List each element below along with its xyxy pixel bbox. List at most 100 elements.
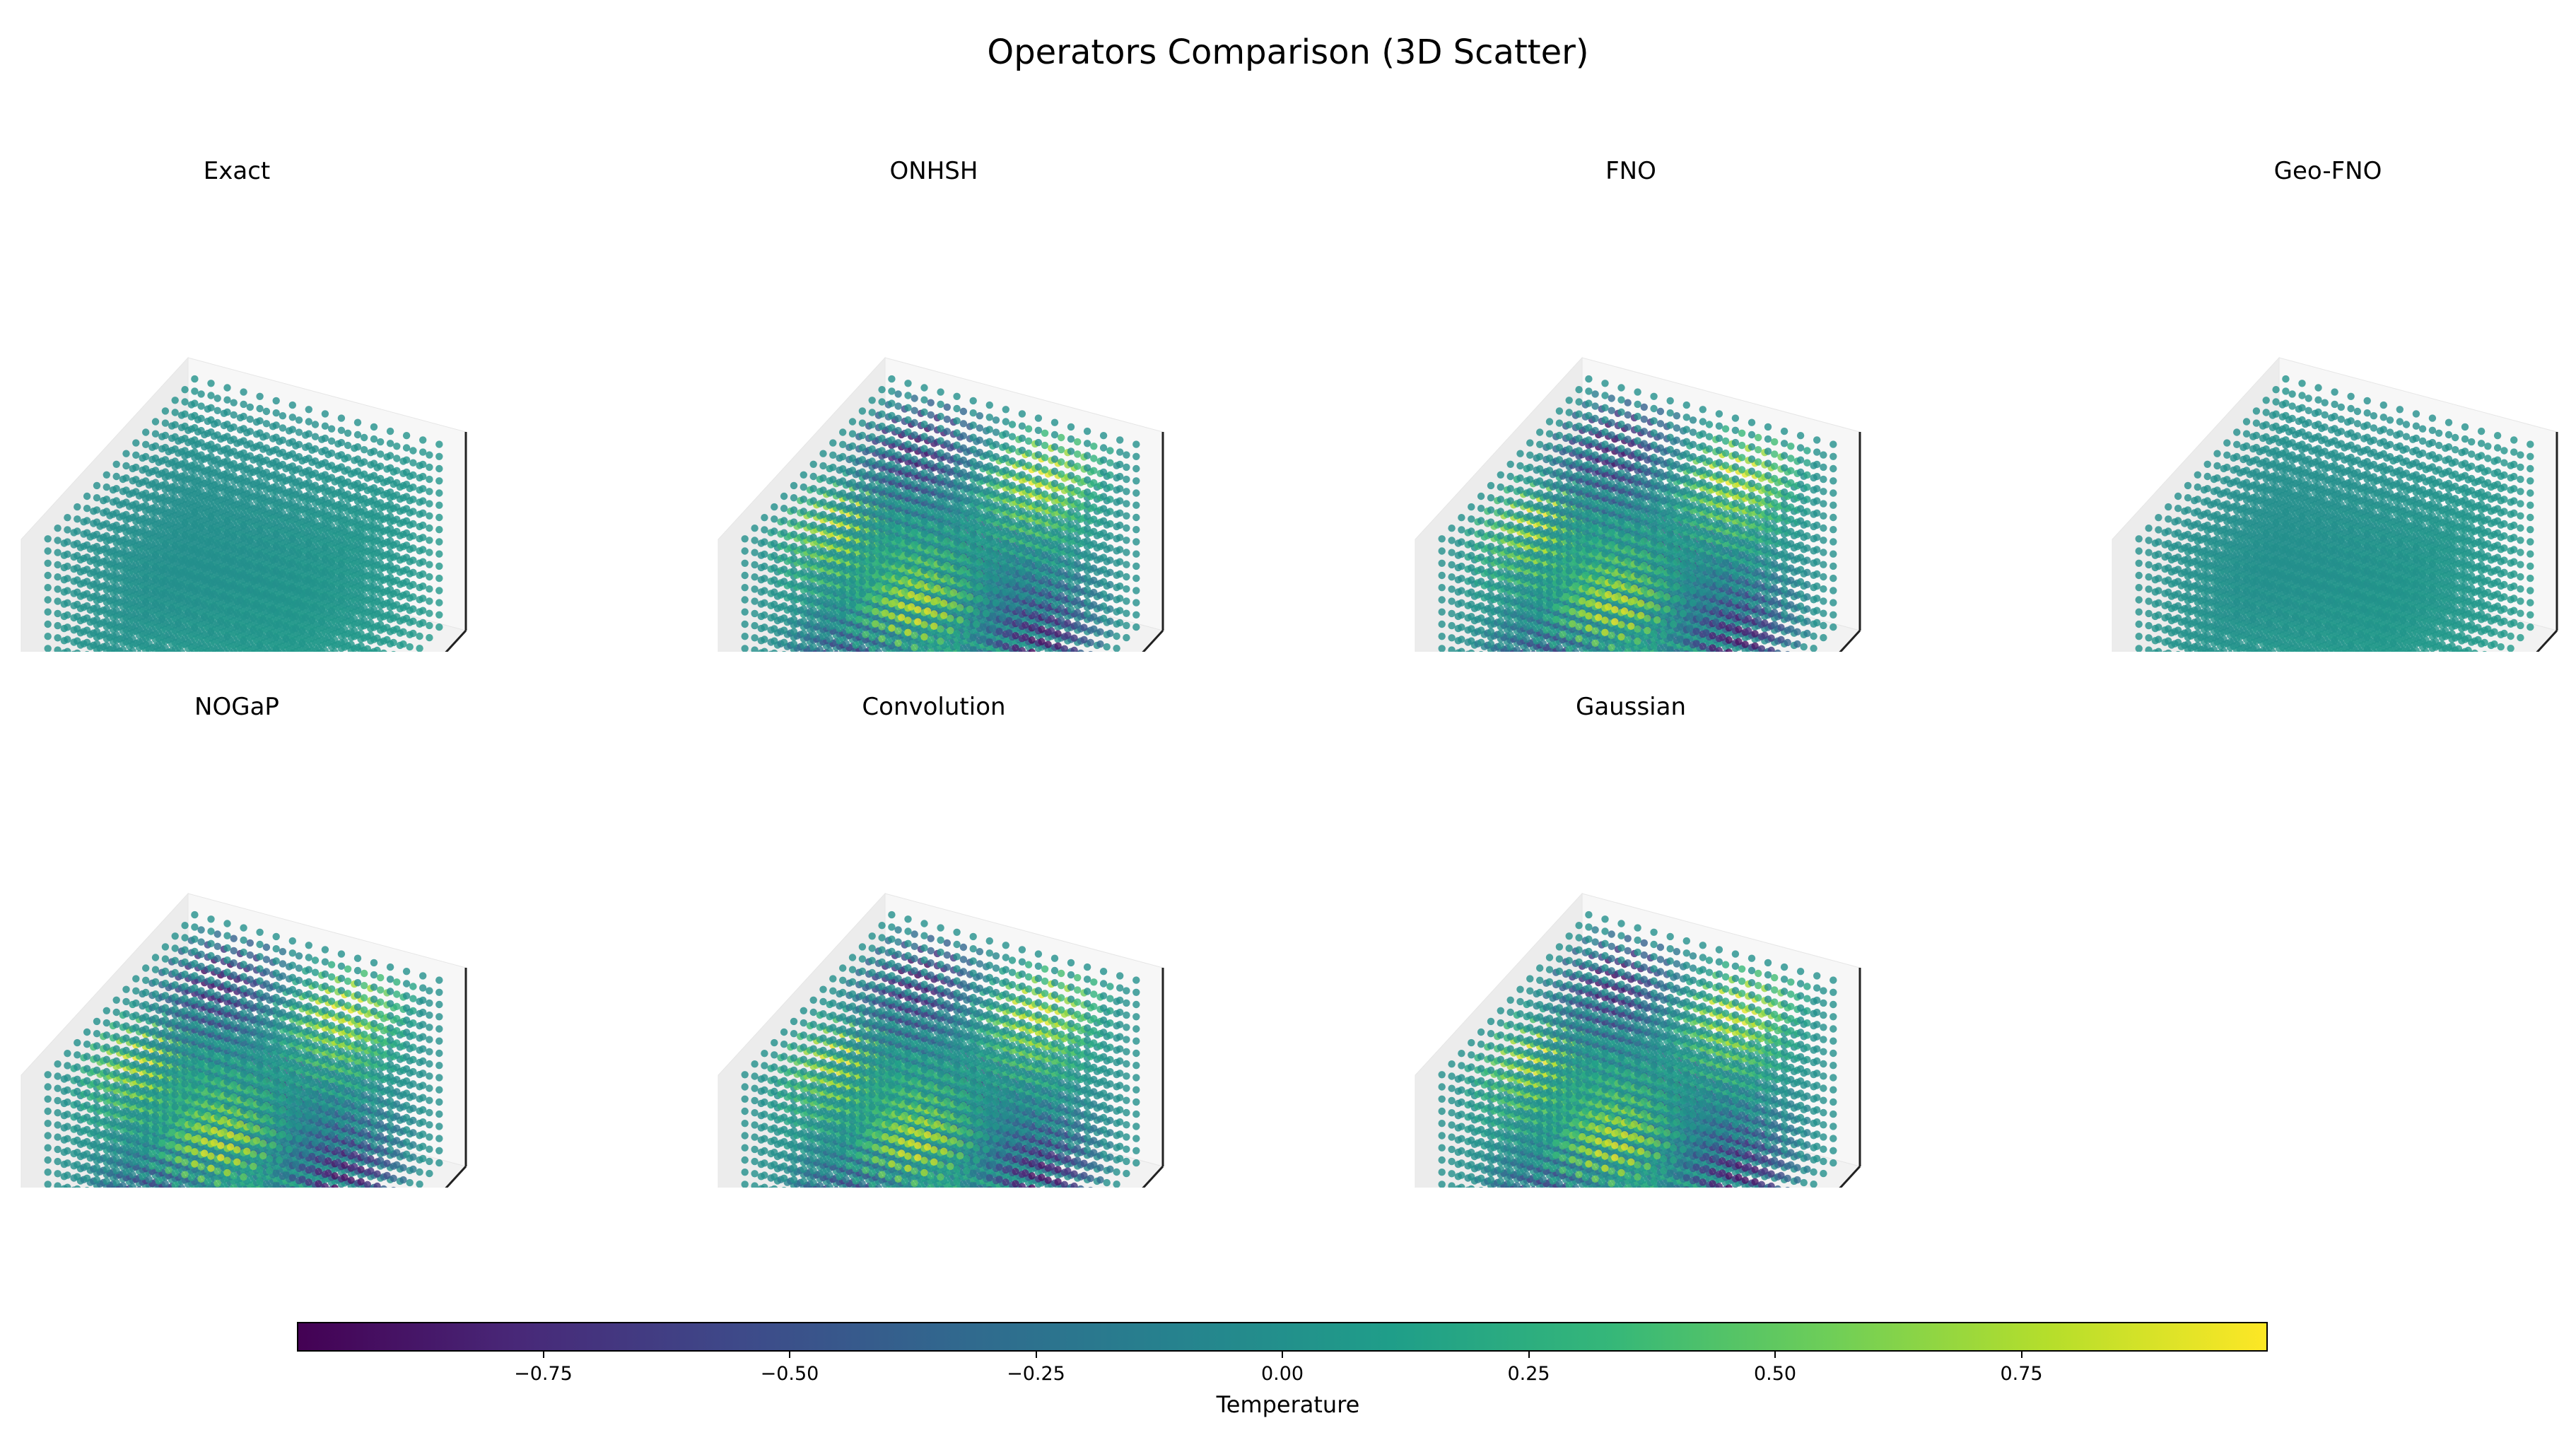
scatter-point	[172, 531, 179, 538]
scatter-point	[152, 430, 159, 438]
scatter-point	[361, 604, 368, 611]
scatter-point	[45, 584, 52, 591]
scatter-point	[223, 493, 230, 500]
scatter-point	[93, 616, 100, 623]
scatter-point	[328, 547, 335, 554]
scatter-point	[751, 525, 758, 532]
scatter-point	[54, 561, 61, 568]
scatter-point	[780, 639, 788, 646]
scatter-point	[771, 601, 778, 608]
scatter-point	[113, 510, 120, 517]
scatter-point	[191, 448, 198, 455]
scatter-point	[810, 546, 817, 553]
scatter-point	[819, 486, 826, 493]
scatter-point	[45, 609, 52, 616]
scatter-point	[263, 529, 270, 537]
scatter-point	[207, 428, 214, 435]
scatter-point	[113, 485, 120, 492]
scatter-point	[322, 556, 329, 563]
scatter-point	[152, 552, 159, 559]
scatter-point	[256, 478, 263, 485]
scatter-point	[93, 567, 100, 574]
scatter-point	[273, 482, 280, 489]
scatter-point	[197, 415, 204, 422]
scatter-point	[771, 540, 778, 547]
scatter-point	[295, 563, 303, 570]
scatter-point	[240, 388, 247, 395]
scatter-point	[810, 570, 817, 578]
scatter-point	[322, 423, 329, 430]
scatter-point	[361, 556, 368, 563]
scatter-point	[419, 448, 426, 455]
scatter-point	[295, 453, 303, 460]
scatter-point	[214, 480, 221, 487]
scatter-point	[328, 450, 335, 457]
scatter-point	[185, 609, 192, 616]
scatter-point	[426, 561, 433, 568]
scatter-point	[312, 567, 319, 574]
scatter-point	[393, 601, 400, 608]
scatter-point	[162, 566, 169, 573]
scatter-point	[305, 418, 312, 425]
scatter-point	[214, 541, 221, 548]
scatter-point	[800, 508, 807, 515]
scatter-point	[214, 566, 221, 573]
scatter-point	[204, 643, 211, 650]
scatter-point	[295, 526, 303, 533]
scatter-point	[419, 558, 426, 566]
scatter-point	[152, 564, 159, 571]
scatter-point	[64, 514, 71, 521]
scatter-point	[305, 503, 312, 510]
scatter-point	[338, 525, 345, 532]
scatter-point	[172, 445, 179, 452]
scatter-point	[810, 534, 817, 541]
scatter-point	[289, 487, 296, 494]
scatter-point	[292, 625, 299, 632]
scatter-point	[810, 473, 817, 480]
scatter-point	[188, 572, 195, 579]
scatter-point	[800, 532, 807, 539]
scatter-point	[142, 453, 149, 460]
scatter-point	[256, 466, 263, 473]
scatter-point	[181, 484, 188, 491]
scatter-point	[322, 471, 329, 478]
scatter-point	[370, 545, 377, 552]
scatter-point	[393, 613, 400, 620]
scatter-point	[240, 547, 247, 554]
scatter-point	[168, 593, 175, 600]
scatter-point	[308, 629, 315, 636]
scatter-point	[172, 433, 179, 440]
scatter-point	[142, 428, 149, 435]
scatter-point	[403, 602, 410, 609]
scatter-point	[800, 593, 807, 600]
scatter-point	[409, 569, 416, 576]
scatter-point	[393, 467, 400, 474]
scatter-point	[64, 623, 71, 631]
scatter-point	[312, 482, 319, 489]
scatter-point	[800, 630, 807, 637]
scatter-point	[240, 437, 247, 444]
scatter-point	[409, 459, 416, 467]
scatter-point	[83, 517, 90, 524]
scatter-point	[790, 506, 797, 513]
scatter-point	[247, 586, 254, 593]
scatter-point	[289, 511, 296, 518]
scatter-point	[103, 484, 110, 491]
scatter-point	[354, 553, 361, 560]
scatter-point	[328, 584, 335, 591]
scatter-point	[279, 437, 286, 444]
scatter-point	[45, 560, 52, 567]
scatter-point	[214, 419, 221, 426]
scatter-point	[263, 645, 270, 652]
scatter-point	[122, 633, 129, 640]
scatter-point	[370, 435, 377, 443]
scatter-point	[273, 470, 280, 477]
scatter-point	[152, 455, 159, 462]
scatter-point	[361, 495, 368, 502]
scatter-point	[273, 580, 280, 587]
scatter-point	[370, 521, 377, 528]
scatter-point	[322, 447, 329, 454]
scatter-point	[312, 555, 319, 562]
scatter-point	[377, 475, 384, 482]
scatter-point	[829, 488, 836, 495]
